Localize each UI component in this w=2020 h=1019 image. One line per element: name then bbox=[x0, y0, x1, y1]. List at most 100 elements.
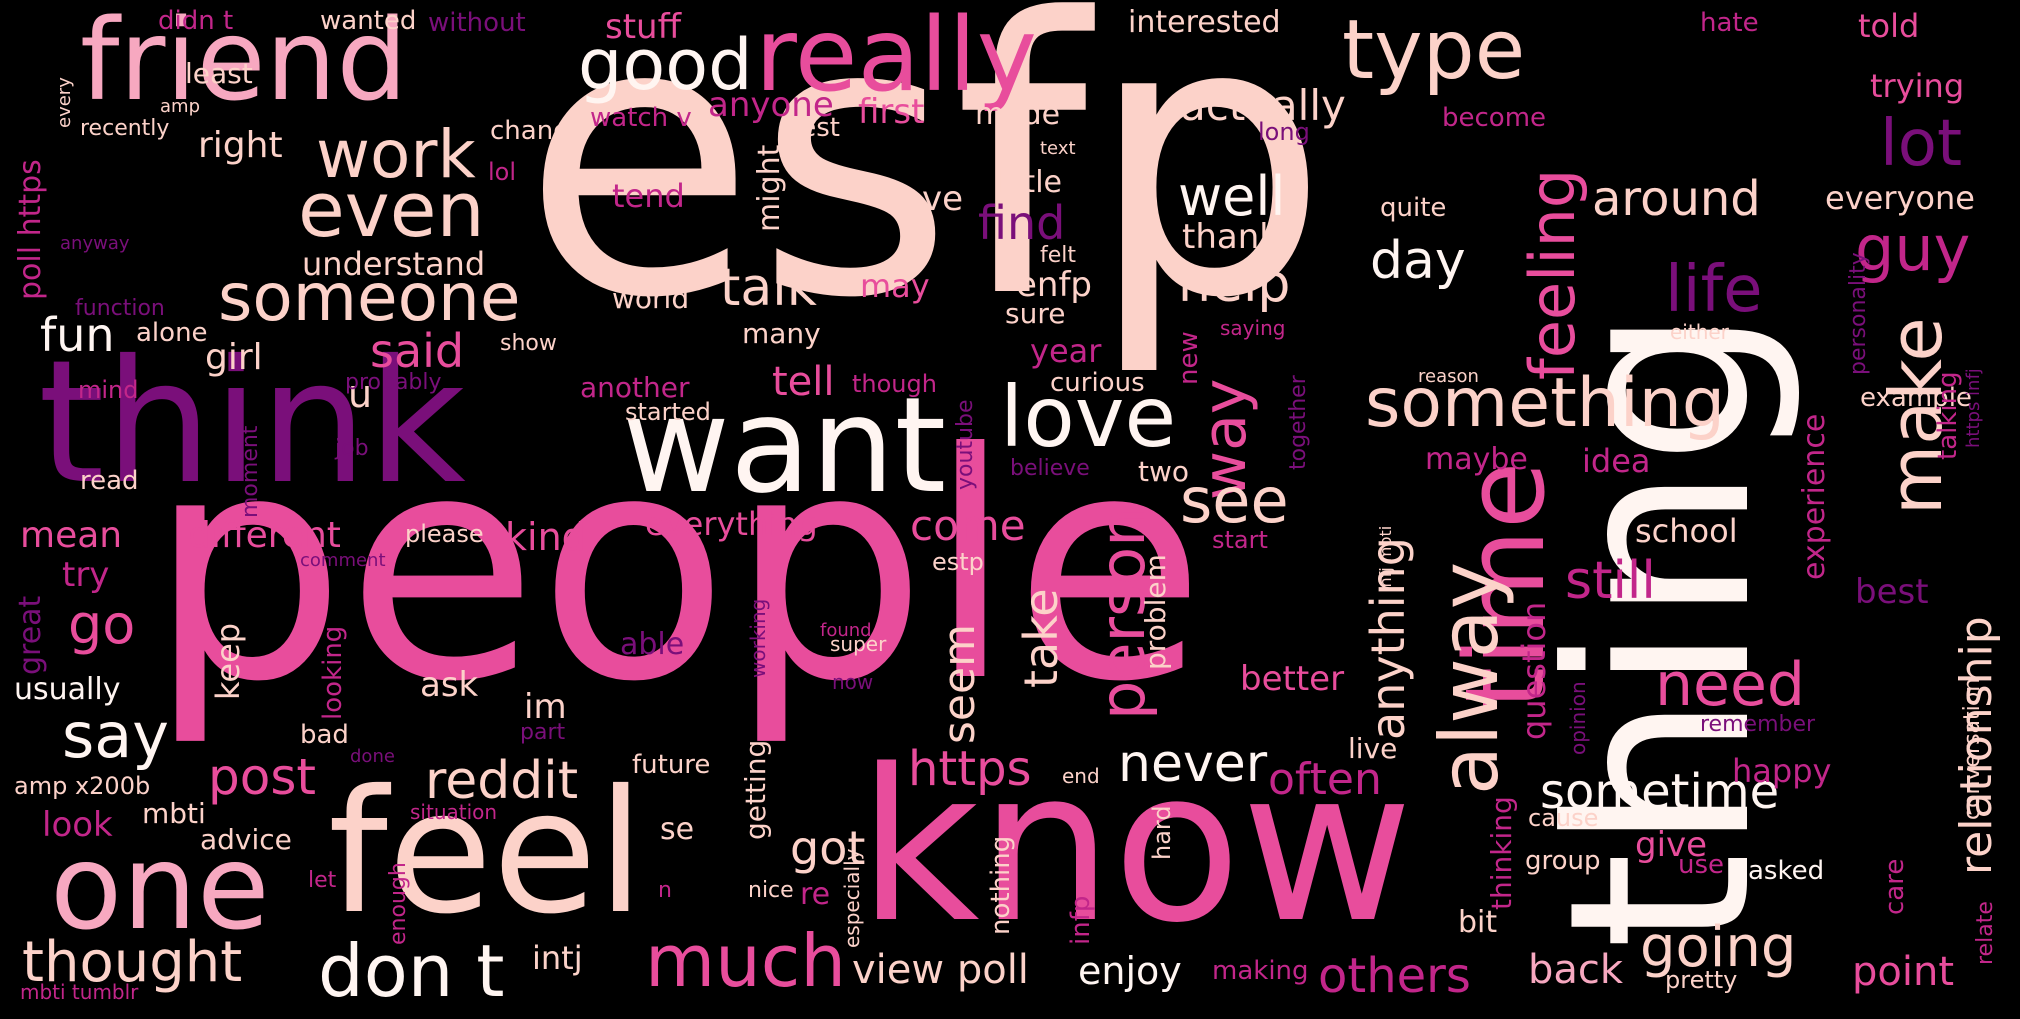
word-ask: ask bbox=[420, 665, 479, 705]
word-kind: kind bbox=[505, 515, 586, 559]
word-tell: tell bbox=[772, 359, 835, 405]
word-reddit: reddit bbox=[425, 751, 579, 811]
word-talk: talk bbox=[720, 258, 817, 318]
word-quite: quite bbox=[1380, 193, 1447, 223]
word-problem: problem bbox=[1139, 554, 1172, 670]
word-situation: situation bbox=[410, 800, 498, 824]
word-anyway: anyway bbox=[60, 233, 130, 254]
word-making: making bbox=[1212, 956, 1309, 986]
word-become: become bbox=[1442, 103, 1547, 133]
word-said: said bbox=[370, 324, 465, 378]
word-probably: probably bbox=[345, 370, 442, 395]
word-enough: enough bbox=[386, 862, 411, 945]
word-now: now bbox=[832, 670, 874, 694]
word-maybe: maybe bbox=[1425, 442, 1528, 477]
word-experience: experience bbox=[1797, 413, 1832, 580]
word-alone: alone bbox=[136, 318, 208, 348]
word-give: give bbox=[1635, 825, 1708, 865]
word-especially: especially bbox=[840, 848, 864, 948]
word-hard: hard bbox=[1148, 805, 1176, 860]
word-read: read bbox=[80, 466, 139, 496]
word-actually: actually bbox=[1180, 81, 1346, 130]
word-done: done bbox=[350, 746, 395, 767]
word-bit: bit bbox=[1458, 905, 1498, 940]
word-even: even bbox=[298, 165, 485, 254]
word-pretty: pretty bbox=[1665, 966, 1738, 994]
word-sometime: sometime bbox=[1540, 764, 1780, 820]
word-school: school bbox=[1635, 512, 1738, 550]
word-post: post bbox=[208, 748, 316, 806]
word-sure: sure bbox=[1005, 297, 1066, 330]
word-usually: usually bbox=[14, 672, 121, 707]
word-wanted: wanted bbox=[320, 6, 417, 36]
word-nice: nice bbox=[748, 878, 794, 903]
word-try: try bbox=[62, 555, 110, 595]
word-job: job bbox=[335, 436, 369, 461]
word-youtube: youtube bbox=[953, 399, 978, 491]
word-take: take bbox=[1014, 588, 1068, 688]
word-end: end bbox=[1062, 764, 1100, 788]
word-want: want bbox=[622, 369, 947, 523]
word-start: start bbox=[1212, 526, 1268, 554]
word-amp-x200b: amp x200b bbox=[14, 772, 151, 800]
word-told: told bbox=[1858, 7, 1920, 45]
word-opinion: opinion bbox=[1566, 681, 1590, 755]
word-seem: seem bbox=[934, 624, 985, 744]
word-didnt: didn t bbox=[158, 6, 234, 36]
word-use: use bbox=[1678, 850, 1725, 880]
word-felt: felt bbox=[1040, 243, 1077, 268]
word-view-poll: view poll bbox=[852, 947, 1029, 993]
word-comment: comment bbox=[300, 550, 386, 571]
word-great: great bbox=[13, 595, 48, 675]
word-little: little bbox=[995, 165, 1062, 200]
word-anyone: anyone bbox=[708, 85, 834, 125]
word-know: know bbox=[858, 724, 1413, 969]
word-someone: someone bbox=[218, 259, 521, 336]
word-trying: trying bbox=[1870, 67, 1965, 105]
word-super: super bbox=[830, 632, 887, 656]
word-might: might bbox=[752, 144, 787, 232]
word-talking: talking bbox=[1933, 371, 1963, 460]
word-live: live bbox=[1348, 732, 1398, 765]
word-conversation: conversation bbox=[1960, 677, 1985, 820]
word-function: function bbox=[75, 296, 165, 321]
word-part: part bbox=[520, 720, 566, 745]
word-made: made bbox=[975, 97, 1061, 132]
word-two: two bbox=[1138, 455, 1190, 488]
word-estp: estp bbox=[932, 548, 984, 576]
word-everything: everything bbox=[645, 505, 818, 543]
word-moment: moment bbox=[238, 425, 263, 518]
word-long: long bbox=[1258, 118, 1310, 146]
word-well: well bbox=[1178, 165, 1286, 228]
word-guy: guy bbox=[1855, 212, 1971, 285]
word-idea: idea bbox=[1582, 442, 1651, 480]
word-im: im bbox=[524, 687, 567, 727]
word-need: need bbox=[1655, 650, 1805, 720]
word-every: every bbox=[54, 77, 75, 128]
word-alway: alway bbox=[1423, 561, 1516, 795]
word-https-infj: https infj bbox=[1963, 368, 1984, 448]
word-future: future bbox=[632, 750, 711, 780]
word-right: right bbox=[198, 125, 283, 166]
word-going: going bbox=[1640, 915, 1797, 980]
word-thinking: thinking bbox=[1485, 796, 1518, 910]
word-love: love bbox=[1000, 368, 1177, 466]
word-advice: advice bbox=[200, 823, 292, 856]
word-able: able bbox=[620, 627, 685, 662]
word-thought: thought bbox=[22, 930, 243, 995]
word-keep: keep bbox=[209, 622, 247, 700]
word-care: care bbox=[1880, 858, 1910, 915]
word-started: started bbox=[625, 398, 711, 426]
word-life: life bbox=[1665, 253, 1763, 327]
word-friend: friend bbox=[80, 0, 408, 126]
word-please: please bbox=[405, 520, 484, 548]
word-may: may bbox=[860, 267, 930, 305]
word-people: people bbox=[148, 386, 1206, 750]
word-year: year bbox=[1030, 332, 1102, 370]
word-world: world bbox=[612, 282, 690, 315]
word-ve: ve bbox=[922, 179, 964, 219]
word-see: see bbox=[1180, 464, 1289, 537]
word-something: something bbox=[1365, 364, 1726, 443]
word-mean: mean bbox=[20, 515, 123, 556]
word-lol: lol bbox=[488, 158, 517, 186]
